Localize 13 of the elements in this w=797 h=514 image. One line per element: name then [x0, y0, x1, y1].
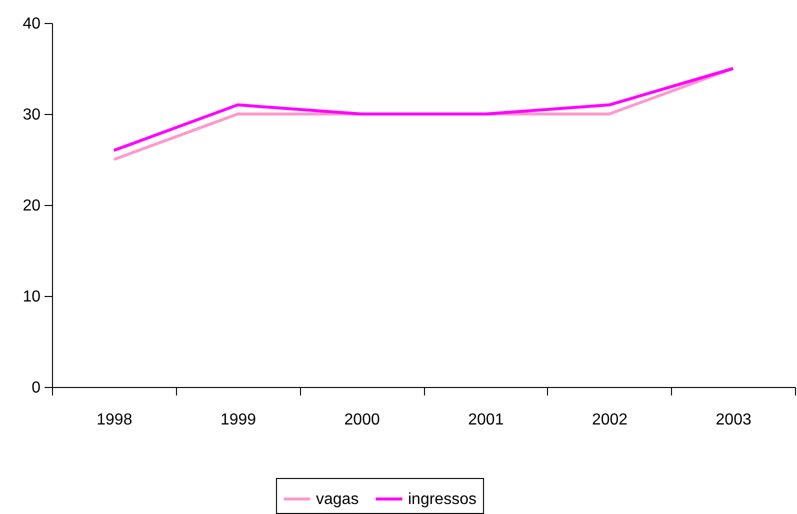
y-tick-label: 0: [32, 380, 41, 396]
x-tick-label: 2000: [344, 412, 380, 428]
legend-label: ingressos: [408, 491, 476, 508]
x-tick-label: 1998: [96, 412, 132, 428]
y-tick-label: 40: [22, 16, 41, 32]
y-tick-label: 20: [22, 198, 41, 214]
x-tick-label: 2001: [468, 412, 504, 428]
x-tick-label: 2003: [716, 412, 752, 428]
y-tick-label: 10: [22, 288, 41, 306]
legend-label: vagas: [316, 491, 359, 508]
x-tick-label: 1999: [220, 412, 256, 428]
x-tick-label: 2002: [592, 412, 628, 428]
y-tick-label: 30: [22, 106, 41, 124]
